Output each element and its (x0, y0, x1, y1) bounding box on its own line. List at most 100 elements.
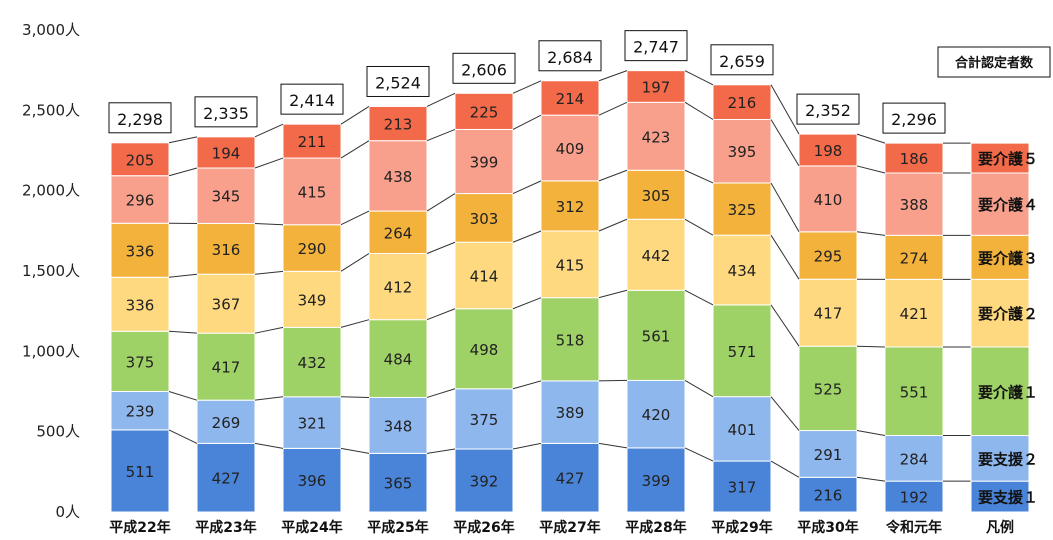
connector-line (426, 448, 456, 454)
segment-value-label: 239 (126, 403, 155, 421)
legend-label: 要介護２ (978, 305, 1038, 323)
segment-value-label: 423 (642, 128, 671, 146)
segment-value-label: 432 (298, 354, 327, 372)
total-box (452, 52, 516, 84)
bar-segment (626, 70, 686, 103)
segment-value-label: 312 (556, 198, 585, 216)
x-tick-label: 平成23年 (195, 519, 256, 536)
connector-line (598, 218, 628, 232)
connector-line (168, 167, 198, 177)
segment-value-label: 484 (384, 351, 413, 369)
segment-value-label: 274 (900, 249, 929, 267)
bar-segment (454, 241, 514, 310)
bar-segment (282, 396, 342, 449)
bar-segment (712, 234, 772, 306)
segment-value-label: 442 (642, 247, 671, 265)
connector-line (684, 70, 714, 86)
bar-segment (196, 399, 256, 444)
segment-value-label: 325 (728, 201, 757, 219)
y-tick-label: 1,000人 (22, 342, 80, 360)
bar-segment (196, 136, 256, 169)
connector-line (856, 345, 886, 348)
segment-value-label: 389 (556, 404, 585, 422)
total-value-label: 2,659 (719, 52, 765, 71)
connector-line (684, 447, 714, 462)
bar-segment (368, 105, 428, 142)
connector-line (856, 430, 886, 437)
segment-value-label: 198 (814, 142, 843, 160)
connector-line (254, 396, 284, 401)
bar-segment (110, 391, 170, 431)
bar-segment (884, 435, 944, 482)
total-value-label: 2,414 (289, 91, 335, 110)
legend-swatch (970, 142, 1030, 174)
connector-line (856, 231, 886, 236)
legend-label: 要介護３ (978, 249, 1038, 267)
bar-segment (110, 222, 170, 278)
segment-value-label: 367 (212, 296, 241, 314)
bar-segment (626, 218, 686, 291)
bar-segment (454, 308, 514, 390)
total-value-label: 2,352 (805, 101, 851, 120)
connector-line (512, 230, 542, 243)
bar-segment (712, 304, 772, 398)
connector-line (512, 180, 542, 195)
segment-value-label: 375 (470, 411, 499, 429)
total-value-label: 2,747 (633, 38, 679, 57)
bar-segment (368, 210, 428, 254)
bar-segment (798, 231, 858, 280)
bar-segment (884, 346, 944, 437)
connector-line (254, 123, 284, 138)
total-value-label: 2,606 (461, 60, 507, 79)
bar-segment (712, 460, 772, 513)
bar-segment (454, 128, 514, 195)
connector-line (770, 182, 800, 233)
segment-value-label: 396 (298, 472, 327, 490)
legend-swatch (970, 435, 1030, 482)
connector-line (598, 70, 628, 82)
legend-swatch (970, 346, 1030, 437)
connector-line (168, 391, 198, 401)
bar-segment (884, 142, 944, 174)
segment-value-label: 388 (900, 196, 929, 214)
bar-segment (196, 222, 256, 275)
bar-segment (282, 270, 342, 328)
connector-line (684, 289, 714, 306)
connector-line (340, 106, 370, 125)
segment-value-label: 305 (642, 187, 671, 205)
x-tick-label: 平成24年 (281, 519, 342, 536)
x-tick-label: 令和元年 (885, 519, 942, 536)
x-tick-label: 平成29年 (711, 519, 772, 536)
y-tick-label: 500人 (36, 423, 80, 441)
segment-value-label: 197 (642, 78, 671, 96)
x-tick-label: 平成25年 (367, 519, 428, 536)
connector-line (426, 241, 456, 254)
bar-segment (196, 442, 256, 513)
total-box (108, 102, 172, 134)
segment-value-label: 291 (814, 446, 843, 464)
connector-line (254, 222, 284, 226)
connector-line (340, 210, 370, 226)
segment-value-label: 399 (470, 154, 499, 172)
segment-value-label: 349 (298, 291, 327, 309)
segment-value-label: 427 (556, 470, 585, 488)
segment-value-label: 392 (470, 473, 499, 491)
total-box (538, 40, 602, 72)
segment-value-label: 511 (126, 463, 155, 481)
legend-title-box (937, 46, 1051, 78)
bar-segment (282, 123, 342, 159)
segment-value-label: 348 (384, 417, 413, 435)
bar-segment (798, 165, 858, 233)
connector-line (340, 140, 370, 159)
bar-segment (798, 278, 858, 347)
bar-segment (110, 429, 170, 513)
connector-line (168, 330, 198, 334)
bar-segment (454, 388, 514, 450)
bar-segment (798, 133, 858, 167)
segment-value-label: 399 (642, 472, 671, 490)
connector-line (254, 326, 284, 334)
bar-segment (368, 396, 428, 454)
connector-line (770, 119, 800, 167)
